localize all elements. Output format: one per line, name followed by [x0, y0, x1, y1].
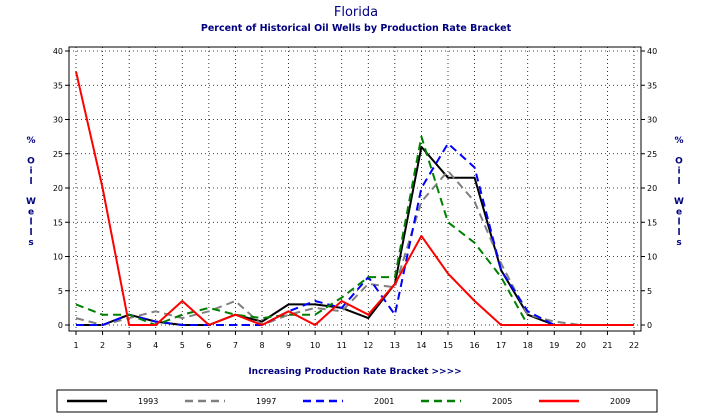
series-line-2009: [75, 71, 634, 326]
x-tick-label: 4: [153, 341, 158, 350]
x-tick-label: 21: [602, 341, 612, 350]
series-lines: [75, 71, 634, 326]
y-axis-label-char: i: [29, 167, 32, 177]
plot-frame: [68, 46, 642, 332]
y-axis: 0 0 5 5 10 10 15 15 20 20 25 25 30 30 35 35 40 40: [53, 47, 657, 330]
chart-title: Florida: [334, 5, 378, 20]
y-tick-label: 25: [53, 150, 63, 159]
y-tick-label-right: 5: [647, 287, 652, 296]
x-tick-label: 20: [576, 341, 586, 350]
y-axis-label-char: O: [675, 156, 683, 166]
x-tick-label: 7: [233, 341, 238, 350]
y-tick-label-right: 40: [647, 47, 657, 56]
y-tick-label: 10: [53, 253, 63, 262]
x-tick-label: 22: [629, 341, 639, 350]
y-tick-label-right: 10: [647, 253, 657, 262]
legend-label-2001: 2001: [374, 397, 394, 406]
y-axis-label-char: O: [27, 156, 35, 166]
y-axis-label-char: l: [29, 218, 32, 228]
y-tick-label-right: 0: [647, 321, 652, 330]
y-axis-label-char: s: [28, 238, 33, 248]
x-tick-label: 1: [73, 341, 78, 350]
x-tick-label: 18: [523, 341, 533, 350]
y-tick-label: 35: [53, 81, 63, 90]
y-tick-label: 40: [53, 47, 63, 56]
x-tick-label: 5: [180, 341, 185, 350]
x-axis: 1 2 3 4 5 6 7 8 9 10 11 12 13 14 15 16 17 18 19 20 21 22: [73, 331, 639, 350]
y-axis-label-char: l: [677, 177, 680, 187]
y-axis-label-char: %: [26, 136, 35, 146]
y-axis-label-char: e: [28, 207, 34, 217]
y-axis-label-char: l: [677, 218, 680, 228]
grid: [69, 47, 641, 331]
y-axis-label-char: l: [29, 228, 32, 238]
x-tick-label: 9: [286, 341, 291, 350]
y-tick-label-right: 30: [647, 116, 657, 125]
x-axis-label: Increasing Production Rate Bracket >>>>: [248, 367, 461, 377]
y-axis-label-char: s: [676, 238, 681, 248]
chart-subtitle: Percent of Historical Oil Wells by Produ…: [201, 23, 512, 34]
x-tick-label: 16: [469, 341, 479, 350]
x-tick-label: 6: [206, 341, 211, 350]
y-axis-label-char: l: [29, 177, 32, 187]
y-tick-label: 15: [53, 218, 63, 227]
y-axis-label-char: i: [677, 167, 680, 177]
x-tick-label: 13: [390, 341, 400, 350]
legend: [56, 389, 658, 413]
y-axis-label-char: W: [26, 197, 36, 207]
legend-label-2005: 2005: [492, 397, 512, 406]
legend-label-1997: 1997: [256, 397, 276, 406]
x-tick-label: 12: [363, 341, 373, 350]
legend-entries: 1993 1997 2001 2005 2009: [67, 397, 630, 406]
y-axis-label-char: W: [674, 197, 684, 207]
x-tick-label: 19: [549, 341, 559, 350]
x-tick-label: 8: [259, 341, 264, 350]
x-tick-label: 15: [443, 341, 453, 350]
x-tick-label: 14: [416, 341, 426, 350]
x-tick-label: 17: [496, 341, 506, 350]
y-tick-label-right: 25: [647, 150, 657, 159]
y-tick-label: 30: [53, 116, 63, 125]
series-line-2001: [76, 142, 634, 326]
y-tick-label-right: 35: [647, 81, 657, 90]
y-tick-label: 0: [58, 321, 63, 330]
series-line-1997: [75, 169, 634, 326]
x-tick-label: 3: [127, 341, 132, 350]
y-tick-label: 20: [53, 184, 63, 193]
y-tick-label-right: 20: [647, 184, 657, 193]
legend-label-1993: 1993: [138, 397, 158, 406]
y-axis-label-char: %: [674, 136, 683, 146]
x-tick-label: 10: [310, 341, 320, 350]
y-axis-label-char: e: [676, 207, 682, 217]
x-tick-label: 11: [337, 341, 347, 350]
y-tick-label: 5: [58, 287, 63, 296]
legend-label-2009: 2009: [610, 397, 630, 406]
y-tick-label-right: 15: [647, 218, 657, 227]
x-tick-label: 2: [100, 341, 105, 350]
y-axis-label-char: l: [677, 228, 680, 238]
